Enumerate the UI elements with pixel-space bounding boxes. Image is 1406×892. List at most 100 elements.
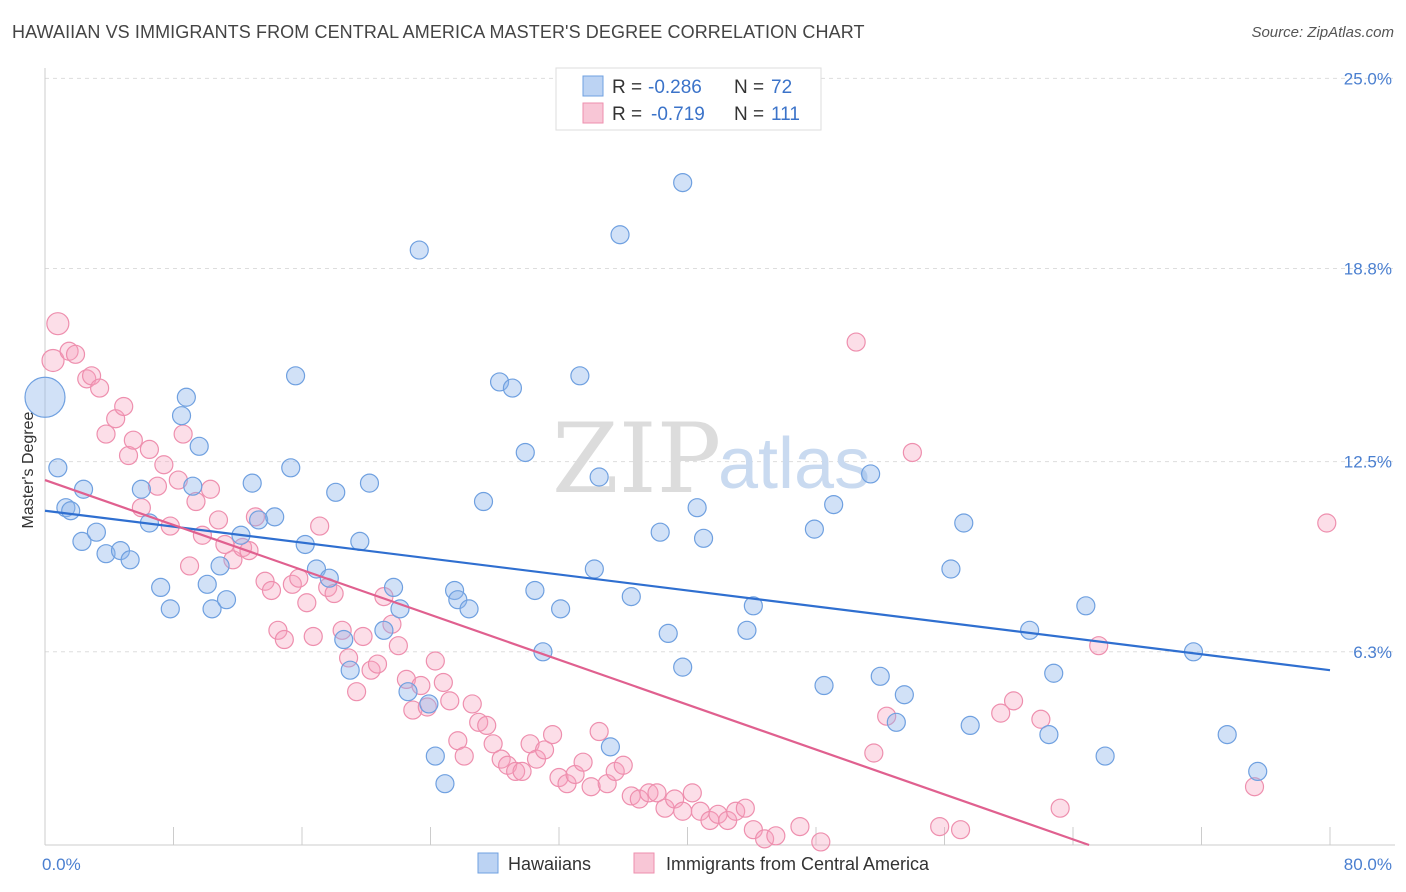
central-america-point-36 [303, 626, 323, 647]
hawaiians-point-3 [61, 501, 81, 521]
y-tick-label-0: 6.3% [1353, 643, 1392, 662]
central-america-point-37 [310, 516, 330, 536]
central-america-point-43 [353, 626, 373, 647]
hawaiians-point-18 [197, 574, 217, 594]
central-america-point-41 [338, 648, 359, 668]
central-america-point-86 [682, 783, 702, 803]
central-america-point-78 [613, 755, 633, 775]
central-america-point-53 [425, 651, 445, 671]
hawaiians-point-40 [409, 240, 429, 260]
hawaiians-point-49 [502, 378, 523, 398]
hawaiians-point-56 [589, 467, 609, 487]
hawaiians-point-0 [24, 376, 66, 418]
central-america-point-7 [96, 424, 116, 444]
hawaiians-point-69 [814, 675, 834, 696]
central-america-point-9 [114, 396, 134, 417]
hawaiians-trend-line [44, 509, 1331, 672]
hawaiians-point-24 [249, 510, 269, 530]
central-america-point-94 [754, 829, 775, 849]
central-america-point-57 [454, 746, 474, 766]
hawaiians-point-84 [1217, 724, 1237, 745]
central-america-trend-line [44, 479, 1090, 847]
hawaiians-point-9 [120, 550, 140, 570]
central-america-point-73 [573, 752, 593, 772]
central-america-point-19 [179, 556, 200, 576]
central-america-point-103 [950, 820, 971, 840]
central-america-point-30 [261, 580, 282, 601]
hawaiians-point-77 [941, 559, 961, 579]
bottom-legend-label-hawaiians: Hawaiians [508, 854, 591, 874]
central-america-point-74 [581, 777, 601, 797]
hawaiians-point-64 [687, 498, 707, 518]
central-america-point-92 [735, 798, 755, 818]
central-america-point-96 [790, 816, 810, 837]
hawaiians-point-27 [285, 366, 306, 386]
central-america-point-102 [930, 816, 950, 837]
bottom-legend: Hawaiians Immigrants from Central Americ… [477, 852, 930, 874]
central-america-point-17 [168, 470, 188, 490]
central-america-point-39 [324, 583, 344, 604]
central-america-point-42 [347, 682, 367, 702]
hawaiians-point-10 [131, 479, 151, 499]
hawaiians-point-63 [673, 173, 693, 193]
central-america-point-49 [396, 669, 417, 690]
hawaiians-point-70 [824, 495, 844, 515]
hawaiians-point-20 [210, 556, 230, 576]
hawaiians-point-66 [737, 620, 757, 640]
legend-swatch-hawaiians [582, 75, 604, 97]
hawaiians-point-76 [954, 513, 974, 533]
hawaiians-point-39 [398, 682, 418, 702]
hawaiians-point-14 [171, 406, 192, 426]
hawaiians-point-74 [886, 712, 906, 732]
watermark-zip: ZIP [552, 403, 721, 515]
central-america-point-15 [154, 455, 174, 475]
trend-lines [44, 479, 1331, 847]
legend-n-label-hawaiians: N = [734, 77, 764, 98]
hawaiians-point-82 [1095, 746, 1115, 766]
gridlines [45, 77, 1395, 653]
central-america-point-6 [90, 378, 110, 398]
central-america-point-18 [173, 424, 193, 444]
central-america-point-61 [483, 734, 503, 754]
watermark-atlas: atlas [718, 424, 870, 504]
central-america-point-28 [245, 507, 266, 527]
hawaiians-point-31 [326, 482, 346, 502]
central-america-point-23 [208, 510, 229, 530]
hawaiians-point-59 [621, 586, 641, 607]
hawaiians-point-30 [319, 568, 339, 588]
central-america-point-109 [1244, 777, 1265, 797]
hawaiians-point-35 [359, 473, 380, 493]
bottom-legend-swatch-hawaiians [477, 852, 499, 874]
legend-n-value-hawaiians: 72 [771, 77, 792, 98]
legend-n-value-central-america: 111 [771, 104, 800, 125]
hawaiians-point-13 [160, 599, 180, 619]
legend-n-label-central-america: N = [734, 104, 764, 125]
hawaiians-point-60 [650, 522, 670, 542]
central-america-point-80 [629, 789, 649, 809]
central-america-point-45 [367, 654, 388, 674]
y-tick-label-3: 25.0% [1344, 69, 1392, 88]
hawaiians-point-32 [334, 629, 354, 650]
hawaiians-point-34 [350, 531, 370, 552]
legend-r-label-central-america: R = [612, 104, 642, 125]
legend-swatch-central-america [582, 102, 604, 124]
hawaiians-point-54 [570, 366, 590, 386]
hawaiians-point-7 [96, 544, 116, 564]
hawaiians-point-78 [1020, 620, 1040, 640]
central-america-point-85 [673, 801, 693, 821]
central-america-point-65 [512, 761, 532, 782]
central-america-point-60 [477, 715, 497, 736]
central-america-point-1 [46, 312, 70, 336]
central-america-point-58 [462, 694, 482, 714]
hawaiians-point-47 [473, 491, 494, 512]
hawaiians-point-61 [658, 623, 678, 644]
central-america-point-68 [534, 740, 555, 760]
central-america-point-14 [147, 476, 168, 496]
central-america-point-97 [811, 832, 831, 852]
hawaiians-point-38 [390, 599, 410, 619]
hawaiians-point-80 [1044, 663, 1064, 683]
central-america-point-55 [440, 691, 460, 711]
hawaiians-point-12 [151, 577, 171, 598]
hawaiians-point-68 [804, 519, 824, 539]
